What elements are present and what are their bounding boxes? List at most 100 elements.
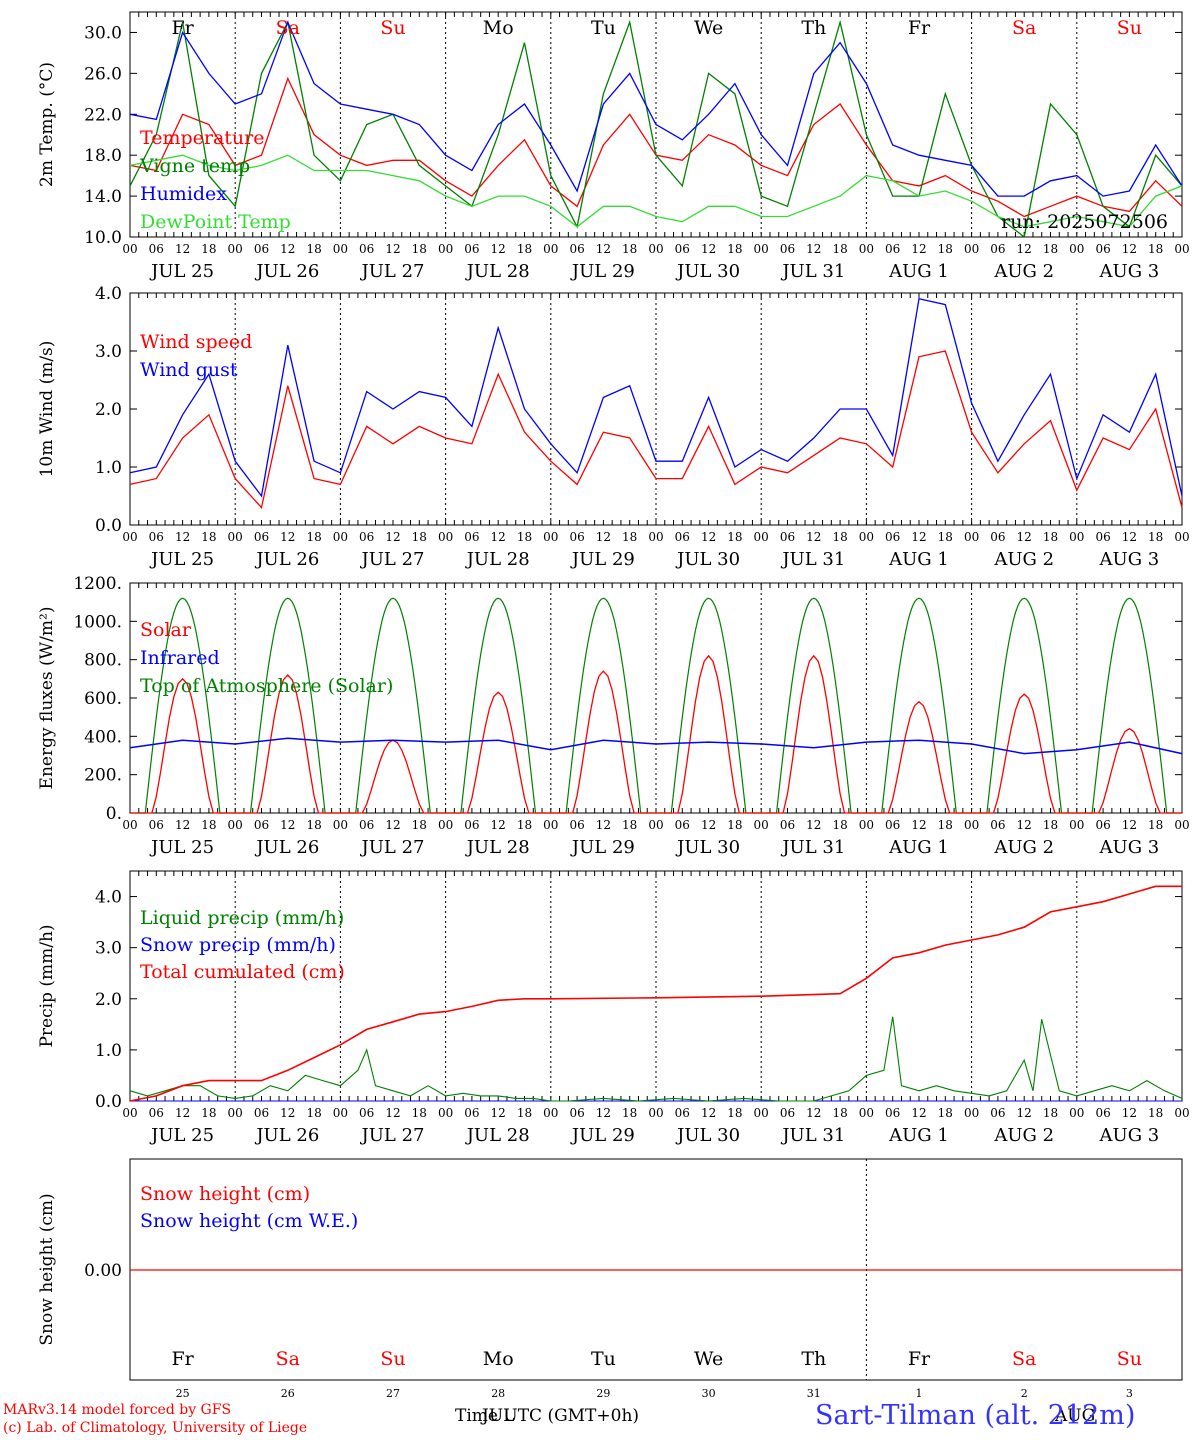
hour-tick-label: 06 [149, 1106, 164, 1120]
y-tick-label: 0.00 [84, 1261, 122, 1281]
hour-tick-label: 12 [385, 530, 400, 544]
series-line-solar [130, 654, 1182, 814]
hour-tick-label: 06 [464, 530, 479, 544]
date-label: AUG 2 [993, 261, 1054, 282]
day-number-label: 25 [176, 1387, 190, 1400]
hour-tick-label: 18 [412, 242, 427, 256]
day-number-label: 30 [702, 1387, 716, 1400]
hour-tick-label: 12 [280, 242, 295, 256]
hour-tick-label: 00 [859, 242, 874, 256]
hour-tick-label: 00 [122, 1106, 137, 1120]
hour-tick-label: 12 [911, 1106, 926, 1120]
hour-tick-label: 06 [359, 818, 374, 832]
hour-tick-label: 00 [228, 818, 243, 832]
hour-tick-label: 12 [175, 530, 190, 544]
day-number-label: 1 [916, 1387, 923, 1400]
hour-tick-label: 06 [359, 1106, 374, 1120]
weekday-label: Sa [1012, 17, 1036, 39]
weekday-label: Mo [483, 1348, 514, 1370]
date-label: AUG 3 [1099, 261, 1160, 282]
y-tick-label: 200. [84, 766, 122, 786]
hour-tick-label: 00 [333, 1106, 348, 1120]
hour-tick-label: 12 [701, 530, 716, 544]
hour-tick-label: 06 [675, 530, 690, 544]
time-axis-label: Time UTC (GMT+0h) [455, 1406, 640, 1426]
y-axis-label: Energy fluxes (W/m²) [37, 607, 57, 790]
hour-tick-label: 00 [1069, 1106, 1084, 1120]
time-axis-overlap-aug: AUG [1055, 1406, 1096, 1426]
weekday-label: We [694, 17, 723, 39]
hour-tick-label: 00 [438, 530, 453, 544]
hour-tick-label: 18 [412, 1106, 427, 1120]
hour-tick-label: 06 [569, 242, 584, 256]
hour-tick-label: 00 [438, 242, 453, 256]
date-label: AUG 3 [1099, 549, 1160, 570]
hour-tick-label: 00 [1069, 818, 1084, 832]
series-line-total-cumulated-cm- [129, 885, 1182, 1102]
hour-tick-label: 06 [1095, 242, 1110, 256]
run-label: run: 2025072506 [1001, 211, 1168, 233]
hour-tick-label: 00 [1174, 818, 1189, 832]
hour-tick-label: 12 [1122, 530, 1137, 544]
y-tick-label: 10.0 [84, 228, 122, 248]
hour-tick-label: 00 [859, 1106, 874, 1120]
hour-tick-label: 06 [359, 242, 374, 256]
hour-tick-label: 18 [832, 818, 847, 832]
date-label: AUG 3 [1099, 837, 1160, 858]
y-tick-label: 2.0 [95, 400, 122, 420]
weekday-label: Tu [591, 17, 616, 39]
date-label: JUL 28 [465, 549, 530, 570]
hour-tick-label: 18 [1148, 1106, 1163, 1120]
hour-tick-label: 06 [359, 530, 374, 544]
y-tick-label: 3.0 [95, 342, 122, 362]
hour-tick-label: 12 [701, 1106, 716, 1120]
date-label: JUL 25 [149, 1125, 214, 1146]
legend-entry: Snow precip (mm/h) [140, 934, 336, 956]
hour-tick-label: 18 [201, 1106, 216, 1120]
hour-tick-label: 00 [1174, 530, 1189, 544]
hour-tick-label: 06 [780, 818, 795, 832]
series-line-wind-gust [129, 298, 1183, 498]
weekday-label: Fr [171, 17, 194, 39]
day-number-label: 29 [596, 1387, 610, 1400]
hour-tick-label: 12 [806, 530, 821, 544]
series-line-infrared [129, 737, 1183, 755]
hour-tick-label: 00 [964, 242, 979, 256]
hour-tick-label: 12 [491, 530, 506, 544]
hour-tick-label: 12 [175, 242, 190, 256]
y-tick-label: 800. [84, 651, 122, 671]
weekday-label: Su [1117, 17, 1142, 39]
date-label: AUG 2 [993, 549, 1054, 570]
series-line-vigne-temp [130, 19, 1182, 237]
date-label: JUL 25 [149, 549, 214, 570]
y-tick-label: 400. [84, 727, 122, 747]
date-label: JUL 28 [465, 837, 530, 858]
hour-tick-label: 12 [491, 1106, 506, 1120]
hour-tick-label: 06 [990, 530, 1005, 544]
hour-tick-label: 18 [201, 242, 216, 256]
date-label: JUL 29 [570, 837, 635, 858]
hour-tick-label: 12 [1017, 530, 1032, 544]
y-tick-label: 1.0 [95, 1041, 122, 1061]
hour-tick-label: 06 [990, 1106, 1005, 1120]
legend-entry: Top of Atmosphere (Solar) [140, 675, 393, 697]
hour-tick-label: 18 [412, 818, 427, 832]
hour-tick-label: 00 [648, 1106, 663, 1120]
date-label: JUL 25 [149, 837, 214, 858]
hour-tick-label: 18 [412, 530, 427, 544]
hour-tick-label: 00 [754, 1106, 769, 1120]
hour-tick-label: 00 [964, 818, 979, 832]
hour-tick-label: 12 [1122, 1106, 1137, 1120]
hour-tick-label: 18 [201, 530, 216, 544]
hour-tick-label: 18 [1043, 818, 1058, 832]
y-tick-label: 18.0 [84, 146, 122, 166]
hour-tick-label: 12 [911, 530, 926, 544]
day-number-label: 31 [807, 1387, 821, 1400]
date-label: JUL 27 [360, 549, 425, 570]
hour-tick-label: 18 [201, 818, 216, 832]
hour-tick-label: 00 [333, 242, 348, 256]
date-label: AUG 2 [993, 837, 1054, 858]
hour-tick-label: 00 [333, 530, 348, 544]
y-tick-label: 1.0 [95, 458, 122, 478]
legend-entry: Snow height (cm W.E.) [140, 1210, 358, 1232]
